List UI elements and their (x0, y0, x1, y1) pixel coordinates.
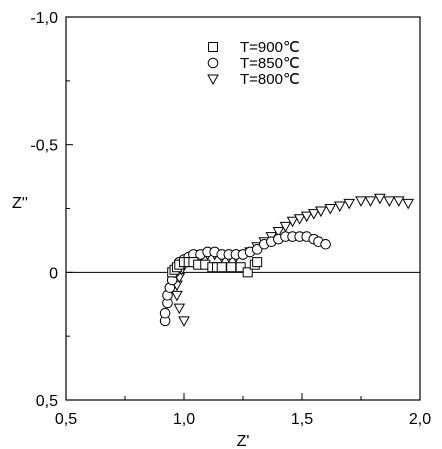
data-point-triangle-down (171, 290, 183, 302)
x-axis-title: Z' (237, 433, 250, 449)
data-point-triangle-down (355, 196, 367, 207)
legend-label: T=900℃ (240, 39, 300, 56)
x-tick-label: 1,5 (291, 411, 313, 428)
data-point-triangle-down (343, 198, 356, 210)
data-point-circle (251, 244, 263, 255)
data-point-square (235, 262, 246, 273)
data-point-circle (159, 307, 171, 319)
data-point-square (226, 262, 237, 273)
legend-marker-circle (207, 57, 219, 69)
data-point-triangle-down (272, 226, 285, 238)
data-point-triangle-down (279, 221, 292, 233)
y-tick-label: 0 (49, 265, 58, 282)
legend-marker-square (208, 42, 218, 52)
data-point-triangle-down (293, 214, 306, 225)
data-point-triangle-down (173, 303, 186, 315)
data-point-triangle-down (286, 216, 299, 228)
y-tick-label: -0,5 (30, 138, 58, 155)
x-tick-label: 1,0 (173, 411, 195, 428)
data-point-triangle-down (178, 316, 190, 327)
data-point-triangle-down (364, 196, 377, 207)
data-point-square (252, 257, 263, 268)
data-point-square (216, 262, 227, 273)
y-tick-labels: -1,0 -0,5 0 0,5 (30, 10, 58, 410)
data-point-triangle-down (392, 196, 405, 207)
series-square (167, 257, 263, 278)
series-circle (159, 231, 331, 327)
data-point-triangle-down (402, 198, 415, 210)
data-series (159, 193, 415, 327)
data-point-triangle-down (374, 193, 386, 205)
data-point-square (242, 267, 253, 278)
x-tick-label: 2,0 (409, 411, 431, 428)
legend-label: T=800℃ (240, 71, 300, 88)
data-point-circle (320, 238, 331, 250)
data-point-triangle-down (383, 196, 396, 207)
y-tick-label: 0,5 (36, 393, 58, 410)
data-point-triangle-down (324, 204, 337, 215)
y-tick-label: -1,0 (30, 10, 58, 27)
x-tick-labels: 0,5 1,0 1,5 2,0 (55, 411, 431, 428)
data-point-triangle-down (307, 209, 320, 220)
legend: T=900℃T=850℃T=800℃ (207, 39, 300, 88)
data-point-triangle-down (333, 201, 346, 212)
data-point-triangle-down (300, 211, 313, 223)
y-axis-title: Z'' (12, 195, 28, 212)
legend-marker-triangle-down (207, 74, 219, 86)
legend-label: T=850℃ (240, 55, 300, 72)
axis-ticks (65, 16, 421, 401)
data-point-triangle-down (315, 206, 327, 218)
x-tick-label: 0,5 (55, 411, 77, 428)
